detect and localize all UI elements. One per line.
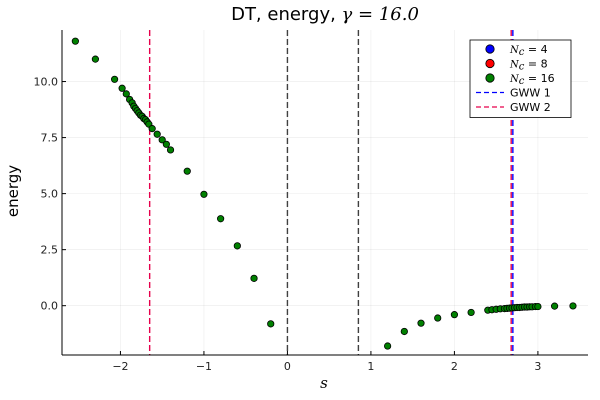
data-point <box>111 75 119 83</box>
data-point <box>166 146 175 154</box>
chart-title: DT, energy, γ = 16.0 <box>231 4 419 25</box>
legend-label: Nc = 4 <box>509 43 548 58</box>
data-point <box>233 242 241 250</box>
data-point <box>217 215 225 223</box>
tick-labels: −2 −1 0 1 2 3 0.0 2.5 5.0 7.5 10.0 <box>34 76 542 373</box>
x-tick-label: 2 <box>451 360 458 373</box>
data-point <box>551 302 559 310</box>
data-point <box>71 37 79 45</box>
data-point <box>434 314 442 322</box>
data-point <box>569 302 577 310</box>
x-tick-label: −1 <box>196 360 212 373</box>
x-tick-label: −2 <box>112 360 128 373</box>
legend-label: Nc = 16 <box>509 72 555 87</box>
axes <box>61 30 588 356</box>
legend-marker <box>485 73 495 83</box>
data-point <box>250 274 258 282</box>
legend-label: GWW 2 <box>510 101 551 114</box>
data-point <box>384 342 392 350</box>
data-point <box>417 319 425 327</box>
y-tick-label: 0.0 <box>41 300 59 313</box>
legend-label: Nc = 8 <box>509 58 548 73</box>
data-point <box>200 190 208 198</box>
x-tick-label: 3 <box>534 360 541 373</box>
legend-marker <box>485 44 495 54</box>
vertical-lines <box>148 30 514 355</box>
x-tick-label: 0 <box>284 360 291 373</box>
y-tick-label: 10.0 <box>34 76 59 89</box>
data-point <box>162 140 170 148</box>
data-point <box>148 125 156 133</box>
data-point <box>450 311 459 319</box>
data-point <box>183 167 191 175</box>
legend-marker <box>485 58 495 69</box>
x-axis-title: s <box>320 374 328 392</box>
y-axis-title: energy <box>4 165 22 217</box>
data-point <box>400 327 408 336</box>
y-tick-label: 5.0 <box>41 188 59 201</box>
data-point <box>153 130 161 138</box>
y-tick-label: 2.5 <box>41 244 59 257</box>
legend-label: GWW 1 <box>510 87 551 100</box>
data-point <box>534 302 542 311</box>
data-point <box>267 320 275 328</box>
data-point <box>122 90 130 98</box>
scatter-points <box>71 37 577 350</box>
y-tick-label: 7.5 <box>41 132 59 145</box>
data-point <box>467 308 475 317</box>
data-point <box>118 84 126 92</box>
x-tick-label: 1 <box>367 360 374 373</box>
data-point <box>91 55 99 63</box>
data-point <box>158 136 166 144</box>
